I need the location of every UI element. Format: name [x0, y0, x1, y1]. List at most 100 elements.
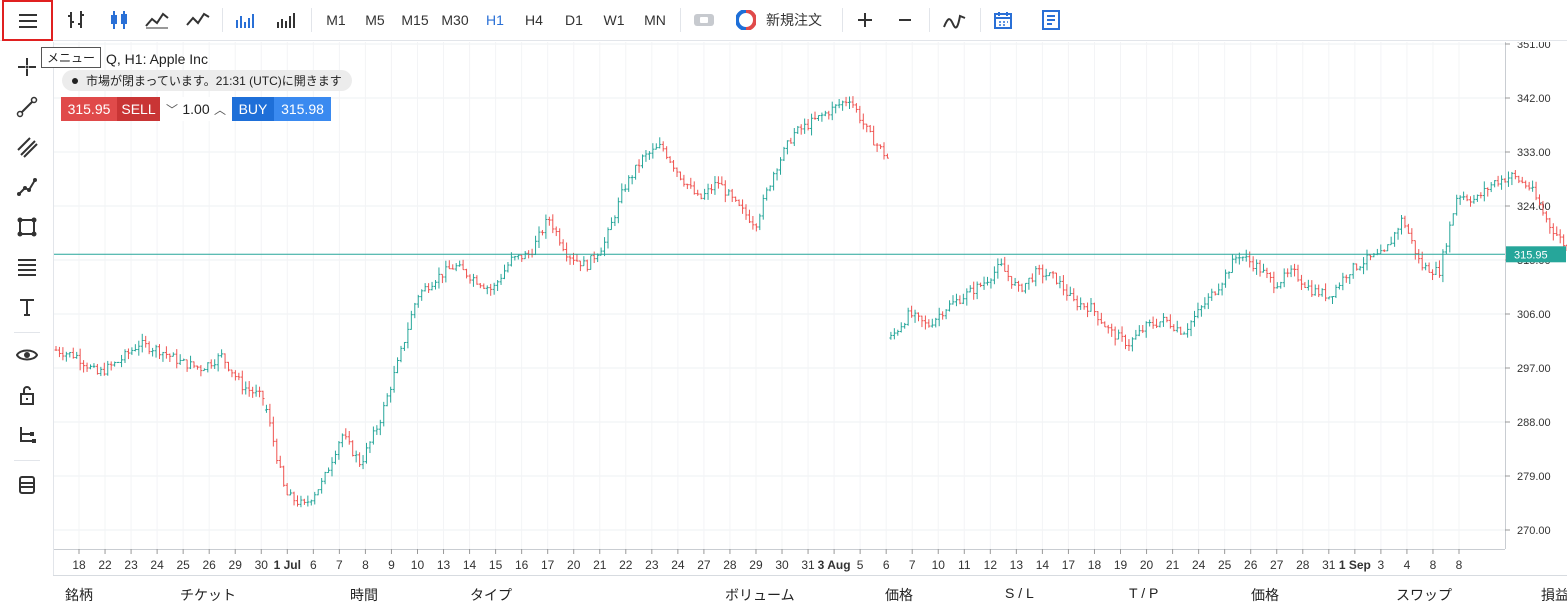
status-dot-icon [72, 77, 78, 84]
one-click-trade-panel: 315.95 SELL ﹀ 1.00 ︿ BUY 315.98 [61, 97, 331, 121]
indicators-icon [943, 14, 966, 29]
time-tick-label: 10 [411, 558, 425, 572]
candlestick-button[interactable] [104, 0, 134, 40]
price-tick-label: 333.00 [1517, 147, 1551, 159]
show-objects-tool[interactable] [12, 340, 42, 370]
time-tick-label: 28 [723, 558, 737, 572]
price-tick-label: 324.00 [1517, 201, 1551, 213]
current-price-label: 315.95 [1514, 249, 1548, 261]
trendline-tool[interactable] [12, 92, 42, 122]
volume-button[interactable] [231, 0, 261, 40]
object-tree-icon [20, 427, 36, 443]
polyline-icon [17, 178, 37, 196]
timeframe-mn[interactable]: MN [644, 12, 666, 28]
time-tick-label: 21 [593, 558, 607, 572]
time-tick-label: 14 [1036, 558, 1050, 572]
zoom-out-button[interactable] [892, 0, 918, 40]
price-chart[interactable]: 351.00342.00333.00324.00315.00306.00297.… [54, 42, 1567, 575]
column-swap[interactable]: スワップ [1396, 587, 1452, 603]
fibonacci-tool[interactable] [12, 252, 42, 282]
column-volume[interactable]: ボリューム [725, 587, 795, 603]
plus-icon [858, 13, 872, 27]
line-chart-button[interactable] [183, 0, 213, 40]
timeframe-d1[interactable]: D1 [565, 12, 583, 28]
sell-price-button[interactable]: 315.95 [61, 97, 117, 121]
time-tick-label: 3 Aug [818, 558, 851, 572]
price-tick-label: 288.00 [1517, 417, 1551, 429]
news-button[interactable] [1036, 0, 1066, 40]
timeframe-w1[interactable]: W1 [603, 12, 625, 28]
column-symbol[interactable]: 銘柄 [65, 587, 93, 603]
calendar-button[interactable] [988, 0, 1018, 40]
volume-value[interactable]: 1.00 [182, 101, 210, 117]
delete-objects-tool[interactable] [12, 470, 42, 500]
time-tick-label: 23 [124, 558, 138, 572]
crosshair-tool[interactable] [12, 52, 42, 82]
new-order-button[interactable]: 新規注文 [736, 0, 836, 40]
time-tick-label: 8 [1430, 558, 1437, 572]
column-ticket[interactable]: チケット [180, 587, 236, 603]
column-type[interactable]: タイプ [470, 587, 512, 603]
bar-chart-button[interactable] [62, 0, 92, 40]
timeframe-h4[interactable]: H4 [525, 12, 543, 28]
tick-volume-button[interactable] [272, 0, 302, 40]
price-tick-label: 297.00 [1517, 363, 1551, 375]
channel-tool[interactable] [12, 132, 42, 162]
time-tick-label: 22 [619, 558, 633, 572]
buy-button[interactable]: BUY [232, 97, 274, 121]
time-tick-label: 29 [229, 558, 243, 572]
indicators-button[interactable] [940, 0, 970, 40]
price-tick-label: 342.00 [1517, 93, 1551, 105]
text-icon [20, 299, 34, 316]
buy-price-button[interactable]: 315.98 [274, 97, 331, 121]
column-time[interactable]: 時間 [350, 587, 378, 603]
timeframe-m30[interactable]: M30 [441, 12, 469, 28]
market-status-badge: 市場が閉まっています。21:31 (UTC)に開きます [62, 70, 352, 91]
volume-field[interactable]: ﹀ 1.00 ︿ [160, 97, 232, 121]
ohlc-bars-icon [68, 11, 84, 28]
object-tree-tool[interactable] [12, 420, 42, 450]
top-toolbar: M1 M5 M15 M30 H1 H4 D1 W1 MN 新規注文 [0, 0, 1567, 41]
area-chart-button[interactable] [142, 0, 172, 40]
one-click-trading-icon [694, 14, 714, 26]
column-open-price[interactable]: 価格 [885, 587, 913, 603]
time-tick-label: 26 [203, 558, 217, 572]
drawing-toolbar [0, 42, 54, 606]
volume-increase-icon[interactable]: ︿ [213, 102, 226, 117]
time-tick-label: 13 [1010, 558, 1024, 572]
layers-icon [19, 476, 35, 494]
time-tick-label: 3 [1378, 558, 1385, 572]
rectangle-icon [17, 217, 37, 237]
minus-icon [899, 19, 911, 21]
time-tick-label: 1 Jul [274, 558, 301, 572]
time-tick-label: 28 [1296, 558, 1310, 572]
time-tick-label: 24 [671, 558, 685, 572]
text-tool[interactable] [12, 292, 42, 322]
time-tick-label: 21 [1166, 558, 1180, 572]
timeframe-m5[interactable]: M5 [365, 12, 385, 28]
time-tick-label: 24 [150, 558, 164, 572]
timeframe-m15[interactable]: M15 [401, 12, 429, 28]
timeframe-h1[interactable]: H1 [486, 12, 504, 28]
zoom-in-button[interactable] [852, 0, 878, 40]
time-tick-label: 17 [1062, 558, 1076, 572]
time-tick-label: 16 [515, 558, 529, 572]
sell-button[interactable]: SELL [117, 97, 160, 121]
menu-button[interactable] [2, 0, 53, 41]
one-click-trading-button[interactable] [690, 0, 718, 40]
area-chart-icon [145, 12, 169, 29]
polyline-tool[interactable] [12, 172, 42, 202]
time-tick-label: 27 [1270, 558, 1284, 572]
column-stop-loss[interactable]: S / L [1005, 585, 1034, 601]
volume-decrease-icon[interactable]: ﹀ [166, 102, 179, 117]
column-current-price[interactable]: 価格 [1251, 587, 1279, 603]
time-tick-label: 25 [1218, 558, 1232, 572]
time-tick-label: 10 [932, 558, 946, 572]
column-take-profit[interactable]: T / P [1129, 585, 1159, 601]
column-profit[interactable]: 損益 [1541, 587, 1567, 603]
timeframe-m1[interactable]: M1 [326, 12, 346, 28]
fibonacci-icon [18, 259, 36, 276]
lock-tool[interactable] [12, 380, 42, 410]
time-tick-label: 9 [388, 558, 395, 572]
rectangle-tool[interactable] [12, 212, 42, 242]
